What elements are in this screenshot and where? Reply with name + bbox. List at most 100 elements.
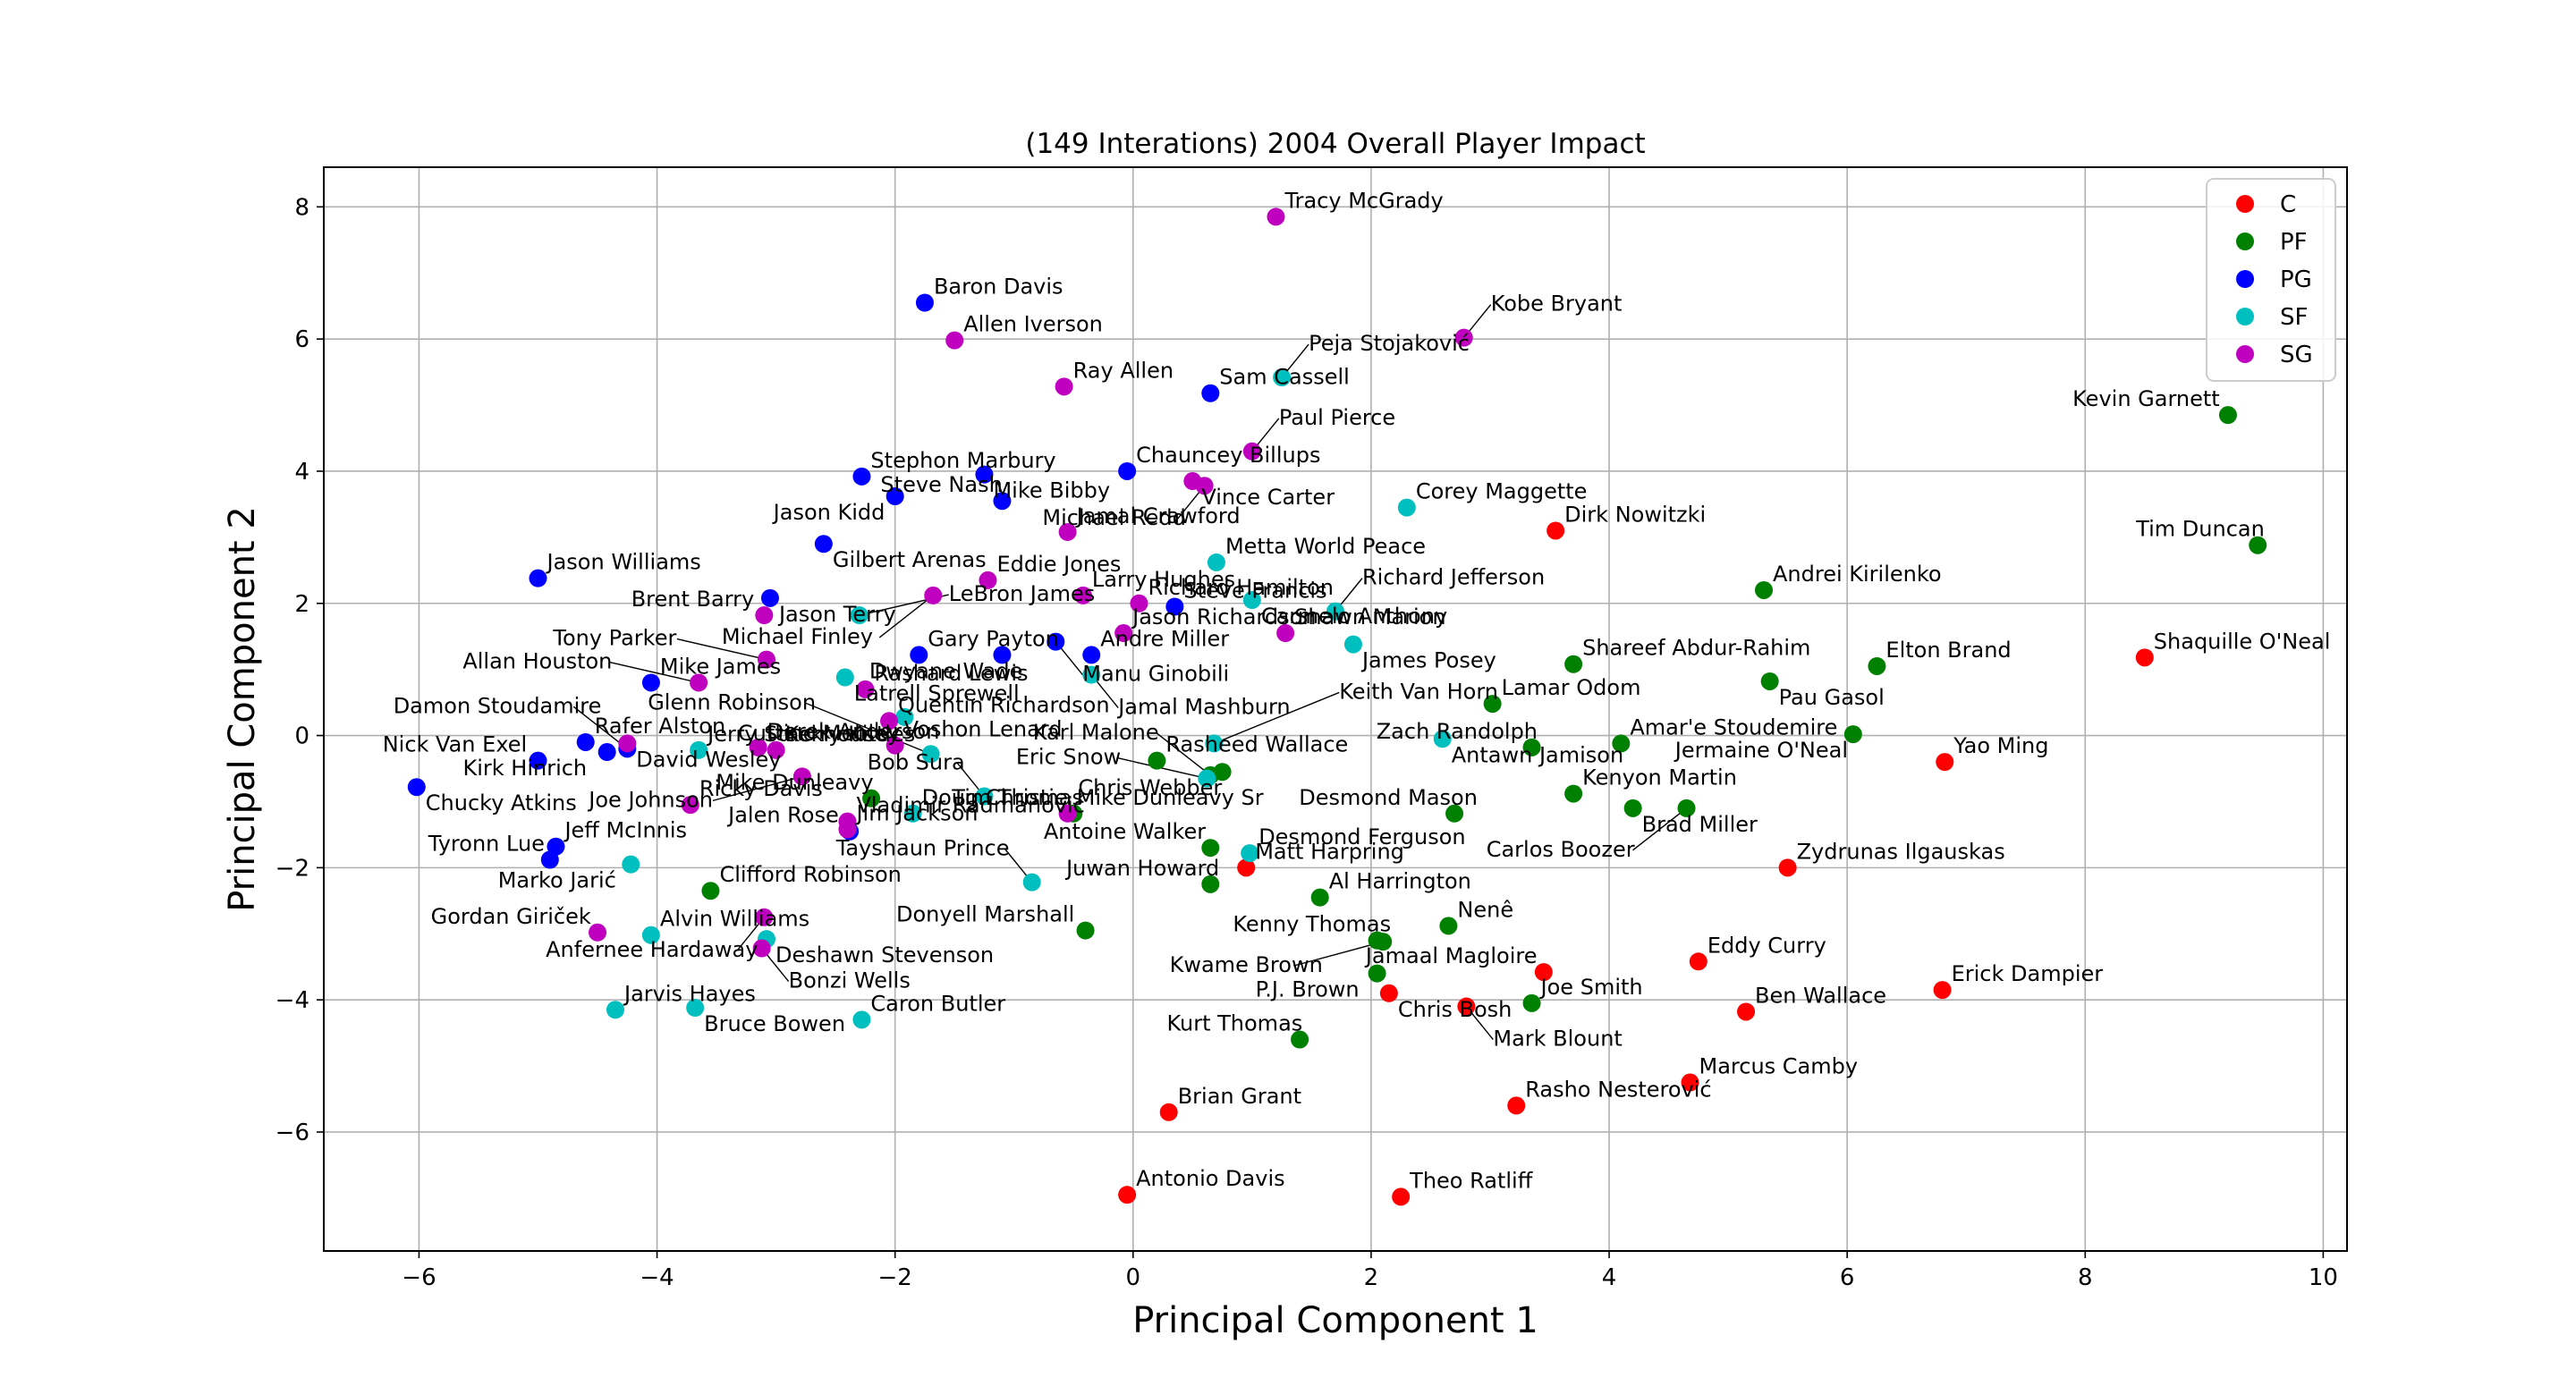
point-label-glenn-robinson: Glenn Robinson xyxy=(648,689,816,714)
point-label-caron-butler: Caron Butler xyxy=(870,991,1005,1016)
point-c-mark-blount xyxy=(1457,997,1476,1016)
point-label-jason-kidd: Jason Kidd xyxy=(772,500,886,525)
point-sf-doug-christie xyxy=(903,804,922,823)
point-label-deshawn-stevenson: Deshawn Stevenson xyxy=(775,942,994,968)
point-pf-kwame-brown xyxy=(1374,933,1393,951)
x-tick-label: 10 xyxy=(2309,1264,2338,1291)
point-label-desmond-ferguson: Desmond Ferguson xyxy=(1258,824,1465,849)
label-leader-line xyxy=(1214,691,1340,745)
point-label-derek-anderson: Derek Anderson xyxy=(767,719,940,744)
point-pg-dwyane-wade xyxy=(993,646,1012,664)
legend-label-c: C xyxy=(2280,191,2296,218)
point-label-tim-duncan: Tim Duncan xyxy=(2135,517,2265,542)
point-label-gilbert-arenas: Gilbert Arenas xyxy=(833,547,987,572)
x-tick-label: 2 xyxy=(1364,1264,1379,1291)
point-label-jeff-mcinnis: Jeff McInnis xyxy=(563,818,687,843)
point-sg-tony-parker xyxy=(757,650,775,669)
point-pf-desmond-mason xyxy=(1445,804,1464,823)
point-label-yao-ming: Yao Ming xyxy=(1953,733,2048,758)
point-label-keith-van-horn: Keith Van Horn xyxy=(1339,679,1498,704)
point-sg-jason-richardson xyxy=(1114,624,1133,643)
legend-label-sf: SF xyxy=(2280,304,2308,331)
point-sg-jamal-crawford xyxy=(1058,522,1077,541)
point-pf-andrei-kirilenko xyxy=(1755,580,1774,599)
point-sg-richard-hamilton xyxy=(1130,594,1148,613)
point-label-gary-payton: Gary Payton xyxy=(928,626,1059,651)
point-label-chauncey-billups: Chauncey Billups xyxy=(1136,443,1320,468)
point-pf-pau-gasol xyxy=(1760,672,1779,690)
legend-marker-pf xyxy=(2236,232,2254,250)
point-label-jamaal-magloire: Jamaal Magloire xyxy=(1364,943,1538,968)
point-sg-mike-dunleavy-sr xyxy=(1058,804,1077,823)
point-label-karl-malone: Karl Malone xyxy=(1033,720,1159,745)
point-sf-eric-snow xyxy=(1198,769,1216,788)
point-label-dirk-nowitzki: Dirk Nowitzki xyxy=(1564,502,1706,527)
point-sf-bob-sura xyxy=(975,787,994,806)
point-c-matt-harpring xyxy=(1237,858,1256,877)
legend-marker-c xyxy=(2236,195,2254,213)
point-label-stephon-marbury: Stephon Marbury xyxy=(870,448,1055,473)
point-pg-steve-francis xyxy=(1165,597,1184,616)
point-pf-brad-miller xyxy=(1623,799,1642,817)
point-pf-tim-duncan xyxy=(2249,536,2267,554)
point-pf-al-harrington xyxy=(1310,888,1329,907)
point-c-dirk-nowitzki xyxy=(1546,521,1565,540)
point-label-tim-thomas: Tim Thomas xyxy=(951,785,1083,810)
point-pf-kevin-garnett xyxy=(2218,406,2237,425)
point-label-elton-brand: Elton Brand xyxy=(1885,638,2011,663)
point-sg-kobe-bryant xyxy=(1454,328,1473,347)
point-label-lamar-odom: Lamar Odom xyxy=(1502,675,1641,700)
point-pg-sam-cassell xyxy=(1201,384,1220,402)
point-sg-michael-finley xyxy=(924,586,943,604)
point-label-carmelo-anthony: Carmelo Anthony xyxy=(1261,604,1447,629)
point-c-erick-dampier xyxy=(1933,981,1952,1000)
point-sf-peja-stojakovic xyxy=(1273,368,1292,387)
point-pg-chauncey-billups xyxy=(1118,461,1137,480)
x-tick-label: 6 xyxy=(1840,1264,1855,1291)
point-sf-alvin-williams xyxy=(641,925,660,944)
point-sf-richard-jefferson xyxy=(1326,602,1344,621)
point-sg-bonzi-wells xyxy=(752,939,771,958)
point-label-matt-harpring: Matt Harpring xyxy=(1255,839,1404,864)
point-pf-kenyon-martin xyxy=(1564,784,1583,803)
point-label-brian-grant: Brian Grant xyxy=(1178,1084,1301,1109)
point-sg-eddie-jones xyxy=(979,570,997,589)
point-sg-jim-jackson xyxy=(838,820,857,839)
point-pf-joe-smith xyxy=(1522,993,1541,1012)
point-label-zydrunas-ilgauskas: Zydrunas Ilgauskas xyxy=(1797,839,2005,864)
point-label-bonzi-wells: Bonzi Wells xyxy=(789,968,911,993)
plot-frame xyxy=(323,166,2348,1252)
legend-label-sg: SG xyxy=(2280,342,2313,368)
point-label-jalen-rose: Jalen Rose xyxy=(726,803,839,828)
y-tick-label: 4 xyxy=(294,459,309,486)
point-label-antonio-davis: Antonio Davis xyxy=(1136,1166,1284,1191)
label-leader-line xyxy=(1293,941,1384,967)
point-label-jason-terry: Jason Terry xyxy=(777,602,896,627)
point-label-allen-iverson: Allen Iverson xyxy=(963,312,1103,337)
point-label-vladimir-radmanovic: Vladimir Radmanović xyxy=(856,793,1084,818)
point-pg-chucky-atkins xyxy=(407,778,426,797)
point-sf-marko-jaric xyxy=(622,855,640,874)
point-pf-antoine-walker xyxy=(1201,839,1220,858)
point-label-larry-hughes: Larry Hughes xyxy=(1092,567,1235,592)
point-c-zydrunas-ilgauskas xyxy=(1778,858,1797,877)
y-tick-label: 2 xyxy=(294,591,309,618)
point-pf-lamar-odom xyxy=(1483,695,1502,714)
point-label-shawn-marion: Shawn Marion xyxy=(1294,604,1445,630)
point-pg-gary-payton xyxy=(910,646,928,664)
point-sf-glenn-robinson xyxy=(921,745,940,764)
point-pg-tyronn-lue xyxy=(540,850,559,869)
point-pg-baron-davis xyxy=(915,293,934,312)
point-label-kobe-bryant: Kobe Bryant xyxy=(1491,292,1623,317)
point-sg-gordan-giricek xyxy=(589,923,607,942)
legend-marker-sg xyxy=(2236,345,2254,363)
point-pg-gilbert-arenas xyxy=(814,535,833,554)
point-sf-tayshaun-prince xyxy=(1022,873,1041,892)
point-label-rashard-lewis: Rashard Lewis xyxy=(874,661,1028,686)
point-pf-rasheed-wallace xyxy=(1148,751,1166,770)
label-leader-line xyxy=(1632,807,1687,851)
point-label-peja-stojakovic: Peja Stojaković xyxy=(1309,331,1470,356)
point-label-p-j-brown: P.J. Brown xyxy=(1256,977,1360,1002)
point-pg-jason-williams xyxy=(529,569,547,587)
point-label-rafer-alston: Rafer Alston xyxy=(595,714,725,739)
